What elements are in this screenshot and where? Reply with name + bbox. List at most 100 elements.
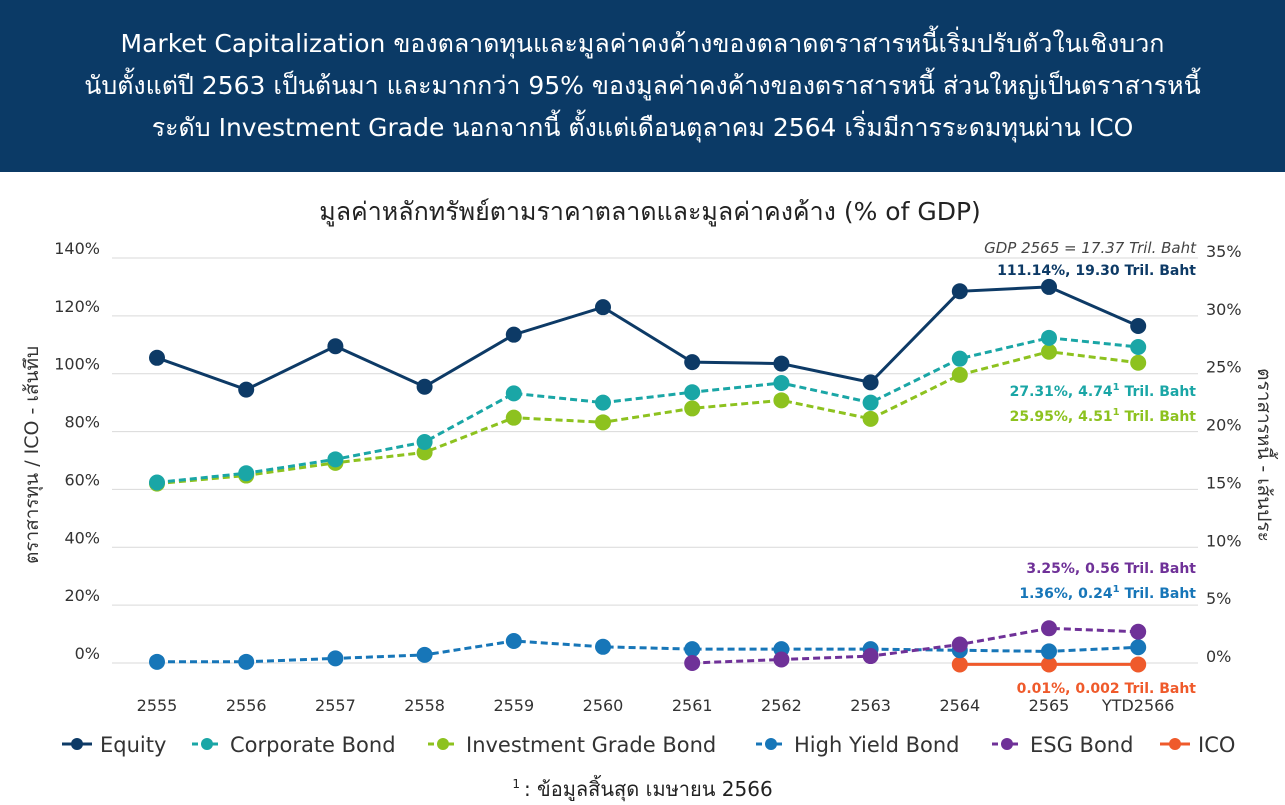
equity-annotation: 111.14%, 19.30 Tril. Baht	[997, 263, 1196, 279]
data-point	[416, 433, 433, 450]
x-tick-label: YTD2566	[1101, 696, 1175, 715]
data-point	[684, 354, 701, 371]
header-line-1: Market Capitalization ของตลาดทุนและมูลค่…	[120, 29, 1165, 58]
right-axis-title: ตราสารหนี้ - เส้นประ	[1253, 368, 1278, 542]
series-investment-grade-bond	[149, 343, 1147, 492]
legend: Equity Corporate Bond Investment Grade Bon…	[62, 733, 1235, 757]
esg-bond-annotation: 3.25%, 0.56 Tril. Baht	[1026, 561, 1196, 577]
series-group	[149, 278, 1147, 673]
right-axis-ticks: 0% 5% 10% 15% 20% 25% 30% 35%	[1206, 242, 1242, 666]
right-tick-label: 5%	[1206, 589, 1231, 608]
x-tick-label: 2557	[315, 696, 356, 715]
data-point	[238, 653, 255, 670]
data-point	[327, 451, 344, 468]
data-point	[595, 414, 611, 431]
legend-label: ESG Bond	[1030, 733, 1133, 757]
footnote-text: : ข้อมูลสิ้นสุด เมษายน 2566	[523, 777, 773, 801]
x-tick-label: 2558	[404, 696, 445, 715]
x-tick-label: 2561	[672, 696, 713, 715]
data-point	[1130, 623, 1147, 640]
grid-lines	[112, 257, 1198, 664]
data-point	[684, 384, 701, 401]
x-tick-label: 2556	[226, 696, 267, 715]
series-ico	[951, 656, 1147, 673]
left-tick-label: 120%	[54, 297, 100, 316]
data-point	[416, 378, 433, 395]
series-line	[156, 336, 1139, 484]
left-axis-title: ตราสารทุน / ICO - เส้นทึบ	[21, 346, 44, 564]
data-point	[505, 326, 522, 343]
data-point	[951, 283, 968, 300]
data-point	[1041, 620, 1057, 637]
x-axis-ticks: 2555 2556 2557 2558 2559 2560 2561 2562 2563 2564…	[137, 696, 1175, 715]
data-point	[327, 338, 344, 355]
legend-label: ICO	[1198, 733, 1235, 757]
data-point	[862, 648, 879, 665]
data-point	[1041, 643, 1057, 660]
data-point	[951, 656, 968, 673]
data-point	[327, 650, 344, 667]
ico-annotation: 0.01%, 0.002 Tril. Baht	[1017, 681, 1197, 697]
right-tick-label: 10%	[1206, 531, 1242, 550]
legend-marker	[437, 738, 449, 750]
legend-item-equity: Equity	[62, 733, 166, 757]
data-point	[149, 474, 165, 491]
data-point	[1041, 343, 1057, 360]
left-tick-label: 20%	[64, 586, 100, 605]
corporate-bond-annotation: 27.31%, 4.741 Tril. Baht	[1010, 382, 1197, 400]
legend-label: Corporate Bond	[230, 733, 396, 757]
data-point	[1130, 354, 1147, 371]
x-tick-label: 2563	[850, 696, 891, 715]
data-point	[951, 350, 968, 367]
series-line	[156, 350, 1139, 486]
hy-bond-annotation: 1.36%, 0.241 Tril. Baht	[1019, 584, 1196, 602]
data-point	[862, 374, 879, 391]
x-tick-label: 2562	[761, 696, 802, 715]
data-point	[773, 374, 790, 391]
annotations: GDP 2565 = 17.37 Tril. Baht 111.14%, 19.…	[984, 239, 1197, 697]
data-point	[1130, 639, 1147, 656]
legend-item-corporate-bond: Corporate Bond	[192, 733, 396, 757]
left-tick-label: 60%	[64, 470, 100, 489]
right-tick-label: 35%	[1206, 242, 1242, 261]
data-point	[684, 641, 701, 658]
x-tick-label: 2564	[939, 696, 980, 715]
data-point	[149, 349, 165, 366]
data-point	[505, 633, 522, 650]
footnote-marker: 1	[512, 777, 520, 792]
data-point	[862, 394, 879, 411]
series-equity	[149, 278, 1147, 398]
x-tick-label: 2559	[493, 696, 534, 715]
data-point	[238, 465, 255, 482]
series-line	[157, 639, 1139, 664]
header-line-3: ระดับ Investment Grade นอกจากนี้ ตั้งแต่…	[151, 113, 1134, 142]
data-point	[684, 400, 701, 417]
legend-label: Equity	[100, 733, 166, 757]
legend-marker	[1001, 738, 1013, 750]
data-point	[1130, 656, 1147, 673]
data-point	[595, 394, 611, 411]
legend-label: High Yield Bond	[794, 733, 960, 757]
x-tick-label: 2555	[137, 696, 178, 715]
legend-marker	[1169, 738, 1181, 750]
right-tick-label: 25%	[1206, 358, 1242, 377]
legend-label: Investment Grade Bond	[466, 733, 716, 757]
legend-marker	[71, 738, 83, 750]
right-tick-label: 30%	[1206, 300, 1242, 319]
data-point	[773, 355, 790, 372]
data-point	[951, 636, 968, 653]
data-point	[1041, 329, 1057, 346]
legend-marker	[765, 738, 777, 750]
series-line	[692, 626, 1139, 665]
data-point	[1130, 338, 1147, 355]
data-point	[951, 366, 968, 383]
data-point	[1130, 317, 1147, 334]
data-point	[773, 651, 790, 668]
header-banner: Market Capitalization ของตลาดทุนและมูลค่…	[0, 0, 1285, 172]
legend-item-esg-bond: ESG Bond	[992, 733, 1133, 757]
data-point	[505, 409, 522, 426]
left-axis-ticks: 0% 20% 40% 60% 80% 100% 120% 140%	[54, 239, 100, 663]
series-line	[156, 285, 1139, 392]
data-point	[1041, 278, 1057, 295]
legend-item-high-yield-bond: High Yield Bond	[756, 733, 960, 757]
